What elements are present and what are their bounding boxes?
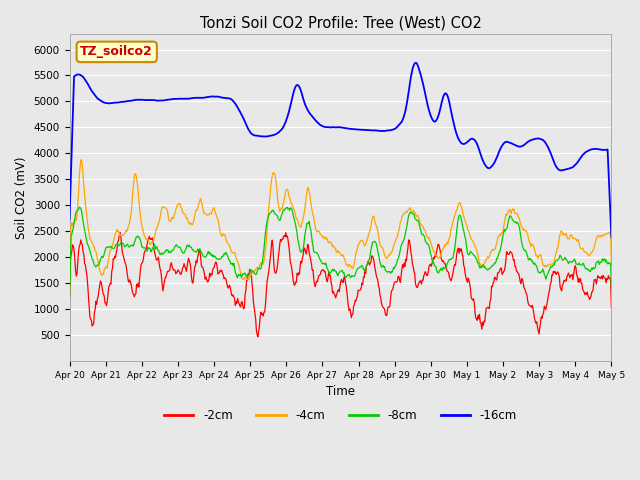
Text: TZ_soilco2: TZ_soilco2 xyxy=(81,46,153,59)
Legend: -2cm, -4cm, -8cm, -16cm: -2cm, -4cm, -8cm, -16cm xyxy=(159,404,522,427)
X-axis label: Time: Time xyxy=(326,385,355,398)
Y-axis label: Soil CO2 (mV): Soil CO2 (mV) xyxy=(15,156,28,239)
Title: Tonzi Soil CO2 Profile: Tree (West) CO2: Tonzi Soil CO2 Profile: Tree (West) CO2 xyxy=(200,15,481,30)
